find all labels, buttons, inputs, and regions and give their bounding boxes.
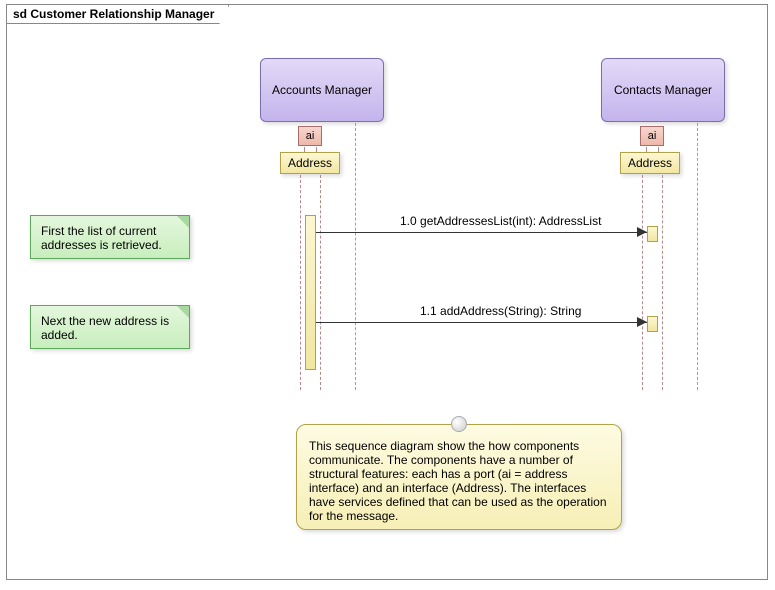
note-corner-icon bbox=[177, 306, 189, 318]
interface-address-accounts: Address bbox=[280, 152, 340, 174]
note-2: Next the new address is added. bbox=[30, 305, 190, 349]
lifeline-dash bbox=[662, 175, 663, 390]
lifeline-dash bbox=[642, 175, 643, 390]
port-label: ai bbox=[648, 130, 657, 142]
message-label: 1.0 getAddressesList(int): AddressList bbox=[400, 214, 601, 228]
lifeline-dash bbox=[697, 123, 698, 390]
note-1: First the list of current addresses is r… bbox=[30, 215, 190, 259]
activation-bar bbox=[647, 316, 658, 332]
lifeline-label: Accounts Manager bbox=[260, 58, 384, 122]
message-line bbox=[316, 232, 647, 233]
port-ai-contacts: ai bbox=[640, 126, 664, 146]
interface-label: Address bbox=[628, 156, 672, 170]
arrow-icon bbox=[637, 317, 647, 327]
note-text: First the list of current addresses is r… bbox=[41, 224, 162, 252]
note-corner-icon bbox=[177, 216, 189, 228]
message-line bbox=[316, 322, 647, 323]
port-ai-accounts: ai bbox=[298, 126, 322, 146]
lifeline-dash bbox=[304, 147, 305, 152]
lifeline-label: Contacts Manager bbox=[601, 58, 725, 122]
message-label: 1.1 addAddress(String): String bbox=[420, 304, 581, 318]
frame-title: sd Customer Relationship Manager bbox=[7, 5, 229, 24]
note-text: Next the new address is added. bbox=[41, 314, 169, 342]
lifeline-dash bbox=[316, 147, 317, 152]
pin-icon bbox=[451, 416, 467, 432]
lifeline-dash bbox=[320, 175, 321, 390]
description-note: This sequence diagram show the how compo… bbox=[296, 424, 622, 530]
description-text: This sequence diagram show the how compo… bbox=[309, 439, 607, 523]
port-label: ai bbox=[306, 130, 315, 142]
activation-bar bbox=[305, 215, 316, 370]
lifeline-dash bbox=[658, 147, 659, 152]
arrow-icon bbox=[637, 227, 647, 237]
lifeline-dash bbox=[355, 123, 356, 390]
lifeline-dash bbox=[300, 175, 301, 390]
interface-address-contacts: Address bbox=[620, 152, 680, 174]
interface-label: Address bbox=[288, 156, 332, 170]
activation-bar bbox=[647, 226, 658, 242]
lifeline-dash bbox=[646, 147, 647, 152]
